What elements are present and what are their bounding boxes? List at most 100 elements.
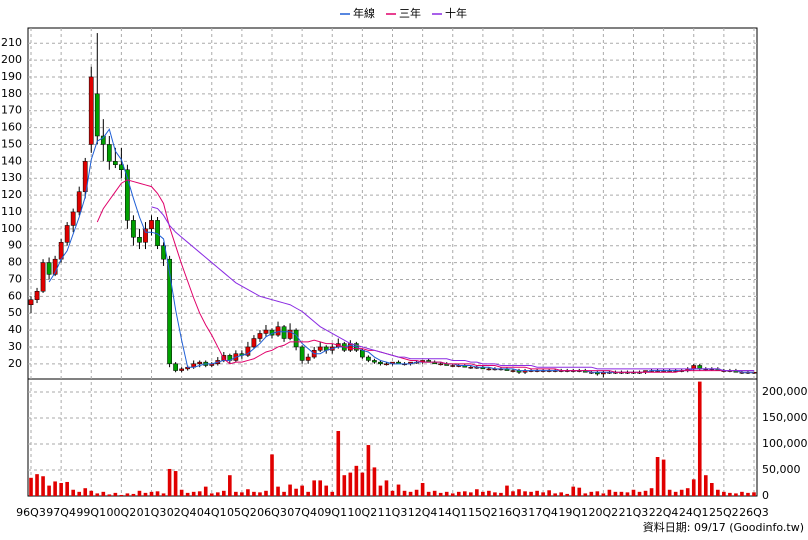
volume-bar bbox=[143, 492, 148, 496]
volume-bar bbox=[571, 486, 576, 496]
volume-bar bbox=[499, 492, 503, 496]
y-tick-label: 180 bbox=[1, 87, 22, 100]
volume-bar bbox=[444, 491, 449, 496]
volume-bar bbox=[517, 489, 521, 496]
volume-bar bbox=[71, 489, 75, 496]
candle-body bbox=[378, 361, 383, 365]
volume-bar bbox=[589, 491, 594, 496]
y-tick-label: 110 bbox=[1, 205, 22, 218]
volume-bar bbox=[420, 483, 425, 496]
x-tick-label: 09Q1 bbox=[317, 506, 347, 519]
y-tick-label: 200 bbox=[1, 53, 22, 66]
volume-bar bbox=[450, 493, 455, 496]
y-tick-label: 30 bbox=[8, 340, 22, 353]
volume-bar bbox=[101, 491, 106, 496]
volume-bar bbox=[505, 485, 509, 496]
x-tick-label: 16Q3 bbox=[498, 506, 528, 519]
volume-bar bbox=[649, 488, 654, 496]
volume-bar bbox=[655, 457, 660, 496]
candle-body bbox=[384, 363, 389, 366]
volume-bar bbox=[637, 491, 642, 496]
y-tick-label: 70 bbox=[8, 272, 22, 285]
volume-bar bbox=[234, 491, 238, 496]
legend-label: 三年 bbox=[399, 6, 421, 20]
volume-bar bbox=[493, 492, 497, 496]
volume-bar bbox=[77, 491, 82, 496]
volume-bar bbox=[209, 493, 214, 496]
x-tick-label: 19Q1 bbox=[558, 506, 588, 519]
volume-bar bbox=[553, 493, 557, 496]
candle-body bbox=[697, 365, 703, 370]
candle-body bbox=[450, 365, 456, 367]
candle-body bbox=[28, 299, 34, 305]
volume-bar bbox=[161, 493, 166, 496]
volume-bar bbox=[697, 381, 702, 496]
candle-body bbox=[64, 225, 70, 243]
volume-bar bbox=[673, 491, 678, 496]
volume-bar bbox=[41, 476, 45, 496]
volume-bar bbox=[643, 490, 648, 496]
volume-bar bbox=[179, 489, 184, 496]
x-tick-label: 17Q4 bbox=[528, 506, 558, 519]
volume-bar bbox=[330, 491, 335, 496]
candle-body bbox=[372, 360, 377, 363]
volume-bar bbox=[541, 492, 545, 496]
y2-tick-label: 100,000 bbox=[762, 437, 808, 450]
ma-line bbox=[151, 206, 754, 372]
y-tick-label: 130 bbox=[1, 171, 22, 184]
volume-bar bbox=[511, 491, 515, 496]
volume-bar bbox=[734, 493, 738, 496]
candle-body bbox=[347, 343, 353, 351]
candle-body bbox=[468, 366, 474, 369]
volume-bar bbox=[155, 491, 160, 496]
candle-body bbox=[143, 228, 148, 243]
volume-bar bbox=[270, 454, 274, 496]
volume-bar bbox=[276, 486, 280, 496]
volume-bar bbox=[294, 488, 298, 496]
volume-bar bbox=[679, 489, 684, 496]
volume-bar bbox=[438, 492, 443, 496]
volume-bar bbox=[577, 487, 582, 496]
volume-bar bbox=[252, 491, 256, 496]
candle-body bbox=[113, 161, 118, 165]
volume-bar bbox=[384, 480, 389, 496]
candle-body bbox=[251, 338, 257, 348]
volume-bar bbox=[173, 471, 178, 496]
x-tick-label: 26Q3 bbox=[739, 506, 769, 519]
volume-bar bbox=[149, 491, 154, 496]
y2-tick-label: 150,000 bbox=[762, 411, 808, 424]
volume-bar bbox=[191, 491, 196, 496]
volume-bar bbox=[547, 490, 551, 496]
volume-bar bbox=[667, 489, 672, 496]
volume-bar bbox=[625, 492, 630, 496]
volume-bar bbox=[619, 491, 624, 496]
y-tick-label: 170 bbox=[1, 104, 22, 117]
volume-bar bbox=[565, 493, 570, 496]
candle-body bbox=[293, 329, 299, 348]
volume-bar bbox=[282, 491, 286, 496]
candle-body bbox=[94, 93, 100, 137]
y-tick-label: 60 bbox=[8, 289, 22, 302]
candle-body bbox=[46, 262, 52, 275]
volume-bar bbox=[366, 445, 371, 496]
volume-bar bbox=[469, 492, 473, 496]
x-tick-label: 06Q3 bbox=[257, 506, 287, 519]
candle-body bbox=[34, 291, 40, 300]
volume-bar bbox=[348, 472, 353, 496]
candle-body bbox=[131, 220, 136, 238]
volume-bar bbox=[354, 465, 359, 496]
volume-bar bbox=[378, 485, 383, 496]
x-tick-label: 01Q3 bbox=[137, 506, 167, 519]
volume-bar bbox=[595, 491, 600, 496]
volume-bar bbox=[722, 491, 726, 496]
x-tick-label: 25Q2 bbox=[709, 506, 739, 519]
volume-bar bbox=[432, 490, 437, 496]
candle-body bbox=[281, 326, 287, 339]
candle-body bbox=[70, 211, 76, 226]
y-tick-label: 50 bbox=[8, 306, 22, 319]
volume-bar bbox=[228, 475, 232, 496]
volume-bar bbox=[691, 479, 696, 496]
x-tick-label: 20Q2 bbox=[589, 506, 619, 519]
candle-body bbox=[317, 346, 323, 351]
volume-bar bbox=[221, 490, 226, 496]
